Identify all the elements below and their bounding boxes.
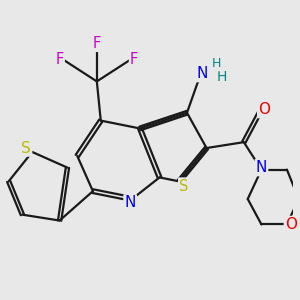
Text: N: N [196,66,208,81]
Text: O: O [258,102,270,117]
Text: S: S [21,140,31,155]
Text: S: S [179,178,188,194]
Text: F: F [130,52,138,68]
Text: F: F [93,36,101,51]
Text: N: N [256,160,267,175]
Text: N: N [124,195,136,210]
Text: H: H [212,57,221,70]
Text: F: F [56,52,64,68]
Text: H: H [216,70,227,85]
Text: O: O [285,217,297,232]
